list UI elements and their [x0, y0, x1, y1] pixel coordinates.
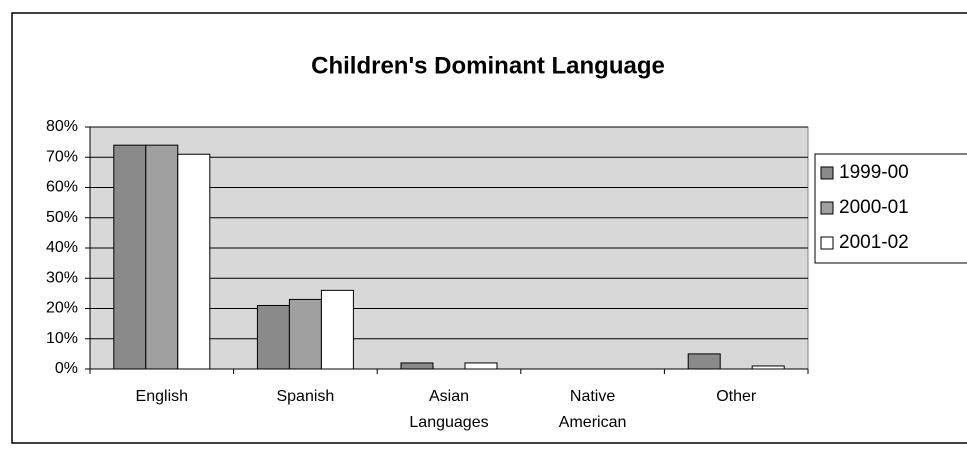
bar	[177, 153, 211, 370]
chart-title: Children's Dominant Language	[311, 52, 665, 79]
y-tick-label: 60%	[46, 179, 78, 196]
bar	[400, 362, 434, 370]
bar	[113, 144, 147, 370]
x-tick-label: Spanish	[276, 388, 334, 405]
y-tick-label: 50%	[46, 209, 78, 226]
y-tick-label: 80%	[46, 118, 78, 135]
y-tick-label: 30%	[46, 269, 78, 286]
y-tick-label: 0%	[55, 360, 78, 377]
bar	[687, 353, 721, 370]
legend-label: 2001-02	[839, 232, 909, 253]
legend-swatch	[820, 236, 834, 250]
y-tick-label: 20%	[46, 300, 78, 317]
bar	[145, 144, 179, 370]
legend-label: 1999-00	[839, 162, 909, 183]
bar	[320, 289, 354, 370]
y-tick-label: 70%	[46, 148, 78, 165]
y-tick-label: 10%	[46, 330, 78, 347]
legend-label: 2000-01	[839, 197, 909, 218]
x-tick-label: Asian Languages	[409, 388, 488, 431]
legend-box	[814, 153, 967, 264]
x-tick-label: English	[136, 388, 188, 405]
legend-swatch	[820, 201, 834, 215]
bar	[464, 362, 498, 370]
x-tick-label: Native American	[559, 388, 627, 431]
bar	[256, 304, 290, 370]
bar	[288, 298, 322, 370]
legend-swatch	[820, 166, 834, 180]
y-tick-label: 40%	[46, 239, 78, 256]
bar	[751, 365, 785, 370]
x-tick-label: Other	[716, 388, 757, 405]
